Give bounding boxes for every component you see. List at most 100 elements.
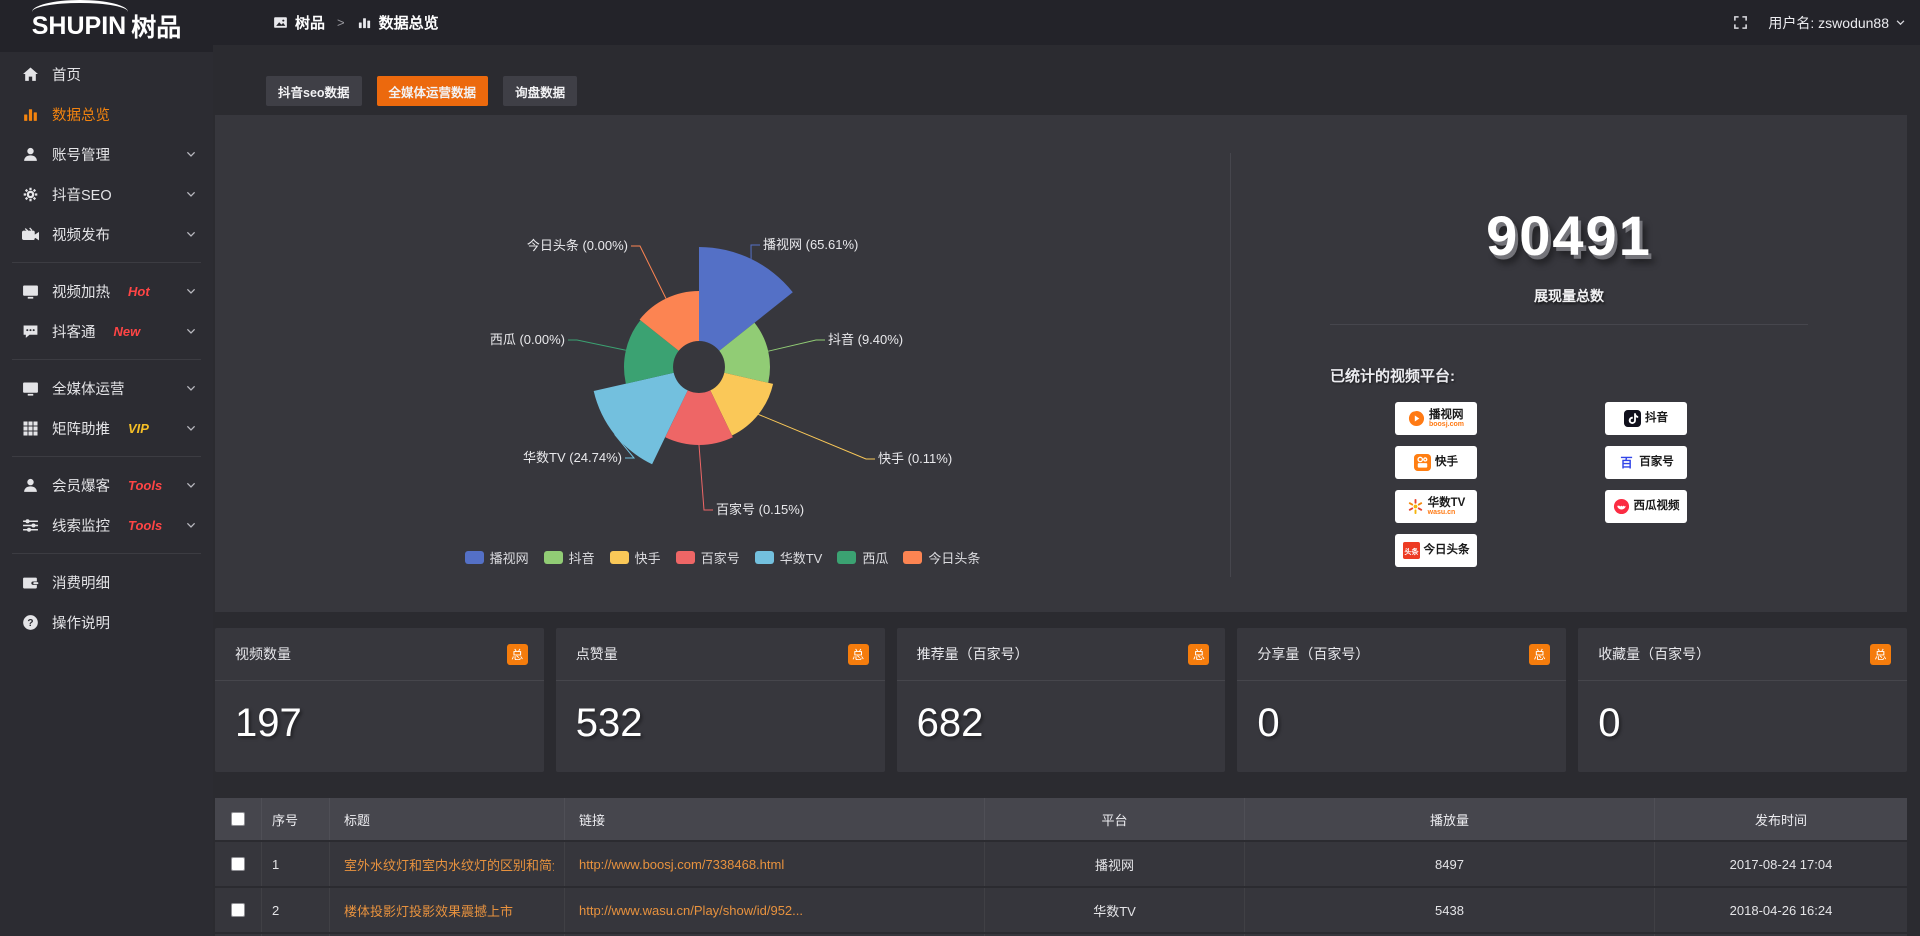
legend-label: 快手 — [634, 551, 661, 566]
tab-douyin-seo-data[interactable]: 抖音seo数据 — [266, 76, 362, 106]
sidebar-item-douketong[interactable]: 抖客通 New — [0, 311, 213, 351]
pie-slice-wasu-tv[interactable] — [593, 372, 688, 465]
legend-label: 抖音 — [568, 551, 595, 566]
legend-item-xigua[interactable]: 西瓜 — [837, 548, 888, 567]
sidebar-item-video-heating[interactable]: 视频加热 Hot — [0, 271, 213, 311]
platform-badge-name: 西瓜视频 — [1633, 500, 1680, 513]
sidebar-item-member-baoke[interactable]: 会员爆客 Tools — [0, 465, 213, 505]
sidebar-item-lead-monitoring[interactable]: 线索监控 Tools — [0, 505, 213, 545]
legend-item-baijiahao[interactable]: 百家号 — [675, 548, 740, 567]
legend-label: 西瓜 — [862, 551, 889, 566]
breadcrumb-root[interactable]: 树品 — [295, 15, 326, 32]
sidebar-item-douyin-seo[interactable]: 抖音SEO — [0, 174, 213, 214]
platform-badge-name: 播视网 — [1428, 408, 1464, 421]
topbar-right: 用户名: zswodun88 — [1733, 13, 1906, 33]
empty-cell — [330, 934, 565, 936]
table-header-cell: 发布时间 — [1754, 812, 1807, 828]
logo-arc-icon — [31, 0, 128, 12]
breadcrumb-current: 数据总览 — [378, 15, 439, 32]
select-all-checkbox[interactable] — [231, 812, 245, 826]
platform-share-pie-chart[interactable]: 播视网 (65.61%) 抖音 (9.40%) 快手 (0.11%) 百家号 (0.1… — [215, 115, 1230, 612]
chevron-down-icon — [185, 519, 197, 531]
fullscreen-icon[interactable] — [1733, 15, 1748, 30]
legend-label: 百家号 — [700, 551, 740, 566]
sliders-icon — [22, 517, 39, 534]
sidebar-item-home[interactable]: 首页 — [0, 54, 213, 94]
user-menu[interactable]: 用户名: zswodun88 — [1768, 13, 1906, 33]
pie-slice-xigua[interactable] — [624, 320, 679, 384]
stat-card-header: 视频数量 总 — [215, 628, 544, 681]
stat-cards-row: 视频数量总 197 点赞量总 532 推荐量（百家号）总 682 分享量（百家号）总 0 收藏量… — [215, 628, 1907, 772]
platform-badge-text: 播视网 boosj.com — [1429, 409, 1464, 428]
legend-label: 播视网 — [489, 551, 529, 566]
pie-slice-boosj[interactable] — [699, 247, 793, 351]
sidebar-item-consumption-details[interactable]: 消费明细 — [0, 562, 213, 602]
total-badge[interactable]: 总 — [1188, 643, 1210, 665]
platform-badge-text: 华数TV wasu.cn — [1428, 497, 1466, 516]
video-url-link[interactable]: http://www.boosj.com/7338468.html — [579, 856, 785, 872]
legend-swatch — [609, 551, 629, 564]
stat-card-title: 分享量（百家号） — [1257, 646, 1370, 662]
topbar: 树品 > 数据总览 用户名: zswodun88 — [213, 0, 1920, 45]
row-title-cell: 室外水纹灯和室内水纹灯的区别和简介 — [330, 842, 565, 886]
pie-label-line-wasu-tv — [614, 433, 636, 459]
svg-text:百: 百 — [1621, 456, 1633, 470]
video-title-link[interactable]: 楼体投影灯投影效果震撼上市 — [344, 903, 514, 919]
sidebar-item-operation-guide[interactable]: ? 操作说明 — [0, 602, 213, 642]
empty-cell — [262, 934, 330, 936]
row-checkbox[interactable] — [231, 857, 245, 871]
pie-slice-douyin[interactable] — [719, 322, 770, 383]
wasu-logo — [1407, 498, 1424, 515]
video-url-link[interactable]: http://www.wasu.cn/Play/show/id/952... — [579, 902, 803, 918]
total-badge[interactable]: 总 — [506, 643, 528, 665]
table-row: 1 室外水纹灯和室内水纹灯的区别和简介 http://www.boosj.com/7… — [215, 842, 1907, 888]
sidebar-item-label: 消费明细 — [52, 575, 110, 592]
stat-card-title: 收藏量（百家号） — [1598, 646, 1711, 662]
display-icon — [22, 380, 39, 397]
sidebar-item-label: 首页 — [52, 67, 81, 84]
brand-logo-en: SHUPIN — [31, 11, 127, 40]
chevron-down-icon — [185, 148, 197, 160]
legend-item-toutiao[interactable]: 今日头条 — [903, 548, 980, 567]
stat-card-header: 点赞量 总 — [555, 628, 885, 681]
stat-card-header: 分享量（百家号） 总 — [1237, 628, 1567, 681]
sidebar-item-label: 会员爆客 — [52, 478, 110, 495]
sidebar-item-label: 数据总览 — [52, 107, 110, 124]
row-checkbox[interactable] — [231, 903, 245, 917]
video-title-link[interactable]: 室外水纹灯和室内水纹灯的区别和简介 — [344, 857, 554, 873]
stat-card-header: 收藏量（百家号） 总 — [1578, 628, 1907, 681]
pie-slice-kuaishou[interactable] — [710, 372, 774, 436]
sidebar-item-label: 全媒体运营 — [52, 381, 125, 398]
platform-badge-text: 抖音 — [1645, 412, 1668, 424]
sidebar-item-data-overview[interactable]: 数据总览 — [0, 94, 213, 134]
total-badge[interactable]: 总 — [847, 643, 869, 665]
legend-item-wasu-tv[interactable]: 华数TV — [754, 548, 823, 567]
wallet-icon — [22, 574, 39, 591]
sidebar-item-matrix-boost[interactable]: 矩阵助推 VIP — [0, 408, 213, 448]
legend-label: 华数TV — [779, 551, 823, 566]
tab-inquiry-data[interactable]: 询盘数据 — [503, 76, 578, 106]
row-plays-cell: 8497 — [1245, 842, 1655, 886]
monitor-icon — [22, 283, 39, 300]
legend-item-douyin[interactable]: 抖音 — [543, 548, 595, 567]
pie-label-line-baijiahao — [698, 444, 713, 511]
table-header-cell: 标题 — [330, 798, 565, 840]
total-badge[interactable]: 总 — [1869, 643, 1891, 665]
legend-item-boosj[interactable]: 播视网 — [464, 548, 529, 567]
chevron-down-icon — [1895, 17, 1906, 28]
sidebar-item-omni-media-operation[interactable]: 全媒体运营 — [0, 368, 213, 408]
row-time-cell: 2017-08-24 17:04 — [1729, 856, 1833, 872]
legend-item-kuaishou[interactable]: 快手 — [609, 548, 661, 567]
sidebar-item-video-publish[interactable]: 视频发布 — [0, 214, 213, 254]
tab-omni-media-data[interactable]: 全媒体运营数据 — [376, 76, 489, 106]
sidebar-item-account-management[interactable]: 账号管理 — [0, 134, 213, 174]
pie-slice-baijiahao[interactable] — [665, 390, 733, 446]
user-icon — [22, 146, 39, 163]
table-row-partial — [215, 934, 1907, 936]
toutiao-logo: 头条 — [1402, 542, 1420, 559]
total-badge[interactable]: 总 — [1529, 643, 1551, 665]
pie-slice-toutiao[interactable] — [639, 291, 699, 351]
legend-swatch — [837, 551, 857, 564]
badge-spacer — [1605, 534, 1687, 567]
platform-badge-xigua: 西瓜视频 — [1605, 490, 1687, 523]
